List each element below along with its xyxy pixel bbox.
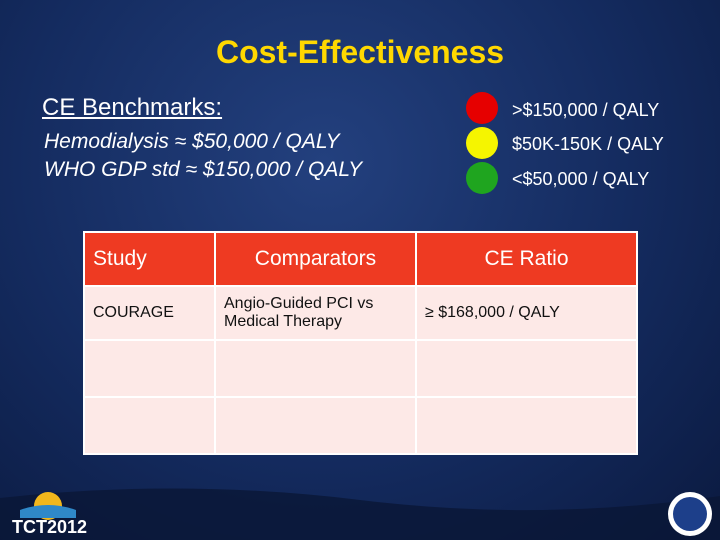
footer-band	[0, 488, 720, 540]
cell: COURAGE	[83, 285, 216, 341]
logo-wave	[20, 505, 76, 518]
cell	[415, 339, 638, 398]
footer: TCT2012	[0, 488, 720, 540]
legend-label: $50K-150K / QALY	[512, 134, 664, 154]
header-cell: Study	[83, 231, 216, 287]
cell	[415, 396, 638, 455]
title: Cost-Effectiveness	[215, 34, 505, 70]
benchmark-line: Hemodialysis ≈ $50,000 / QALY	[44, 130, 340, 153]
benchmark-line: WHO GDP std ≈ $150,000 / QALY	[44, 158, 363, 181]
legend-label: <$50,000 / QALY	[512, 169, 650, 189]
legend-dot	[466, 162, 498, 194]
legend-label: >$150,000 / QALY	[512, 100, 660, 120]
seal-inner	[673, 497, 707, 531]
logo-text: TCT2012	[12, 517, 87, 537]
cell	[214, 339, 417, 398]
header-cell: Comparators	[214, 231, 417, 287]
cell	[83, 339, 216, 398]
cell: ≥ $168,000 / QALY	[415, 285, 638, 341]
table: Study Comparators CE Ratio COURAGE Angio…	[83, 231, 638, 455]
cell	[83, 396, 216, 455]
cell: Angio-Guided PCI vs Medical Therapy	[214, 285, 417, 341]
benchmarks-heading: CE Benchmarks:	[42, 94, 223, 121]
cell	[214, 396, 417, 455]
legend-dot	[466, 127, 498, 159]
legend-dot	[466, 92, 498, 124]
header-cell: CE Ratio	[415, 231, 638, 287]
